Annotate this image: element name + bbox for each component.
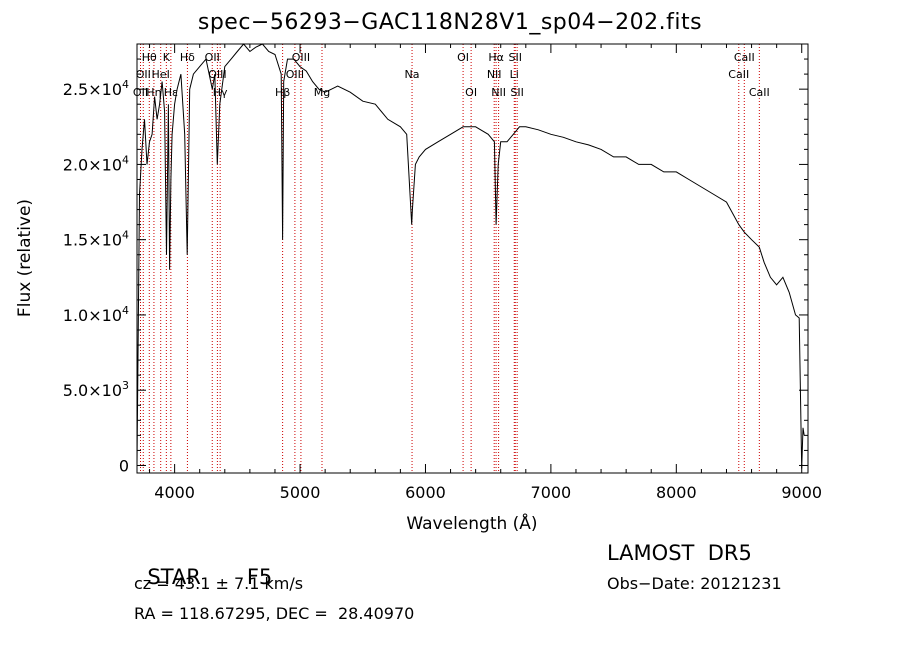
x-tick-label: 4000 [154, 483, 195, 502]
x-tick-label: 7000 [531, 483, 572, 502]
y-tick-label: 1.0×104 [63, 304, 129, 325]
y-tick-label: 1.5×104 [63, 229, 129, 250]
sky-coordinates: RA = 118.67295, DEC = 28.40970 [134, 604, 415, 623]
line-marker-label: CaII [728, 68, 749, 81]
chart-title: spec−56293−GAC118N28V1_sp04−202.fits [197, 10, 703, 35]
line-marker-label: K [163, 51, 171, 64]
line-marker-label: OIII [292, 51, 310, 64]
line-marker-label: NII [487, 68, 502, 81]
x-tick-label: 9000 [781, 483, 822, 502]
line-marker-label: OIII [286, 68, 304, 81]
line-marker-label: Mg [314, 86, 330, 99]
y-axis-label: Flux (relative) [15, 199, 35, 317]
line-marker-label: OII [205, 51, 220, 64]
line-markers [140, 44, 760, 473]
line-marker-label: SII [509, 51, 522, 64]
line-marker-label: Hη [146, 86, 161, 99]
x-tick-label: 6000 [405, 483, 446, 502]
line-marker-label: Hα [488, 51, 504, 64]
line-marker-label: OI [465, 86, 477, 99]
x-tick-label: 8000 [656, 483, 697, 502]
y-tick-label: 0 [119, 456, 129, 475]
survey-name: LAMOST DR5 [607, 541, 752, 565]
line-marker-label: Hδ [180, 51, 195, 64]
y-tick-label: 5.0×103 [63, 379, 129, 400]
line-marker-label: CaII [734, 51, 755, 64]
plot-frame [136, 43, 809, 474]
line-marker-label: OII [136, 68, 151, 81]
y-axis-ticks: 0 5.0×103 1.0×104 1.5×104 2.0×104 2.5×104 [63, 58, 808, 475]
line-marker-label: SII [510, 86, 523, 99]
line-marker-label: Li [510, 68, 519, 81]
line-marker-label: Hθ [142, 51, 157, 64]
line-marker-label: Hβ [275, 86, 290, 99]
spectrum-line [136, 43, 805, 469]
object-subclass: F5 [246, 565, 273, 589]
object-class: STAR [147, 565, 201, 589]
x-axis-label: Wavelength (Å) [406, 512, 537, 534]
line-marker-label: Na [405, 68, 420, 81]
line-marker-label: CaII [749, 86, 770, 99]
y-tick-label: 2.0×104 [63, 153, 129, 174]
line-marker-label: OI [457, 51, 469, 64]
line-marker-label: OIII [208, 68, 226, 81]
line-marker-label: NII [491, 86, 506, 99]
line-marker-label: HeI [152, 68, 170, 81]
redshift-value: cz = 43.1 ± 7.1 km/s [134, 574, 304, 593]
x-axis-ticks: 4000 5000 6000 7000 8000 9000 [149, 44, 822, 502]
y-tick-label: 2.5×104 [63, 78, 129, 99]
observation-date: Obs−Date: 20121231 [607, 574, 782, 593]
line-marker-label: Hγ [213, 86, 228, 99]
x-tick-label: 5000 [280, 483, 321, 502]
line-marker-label: Hε [164, 86, 178, 99]
